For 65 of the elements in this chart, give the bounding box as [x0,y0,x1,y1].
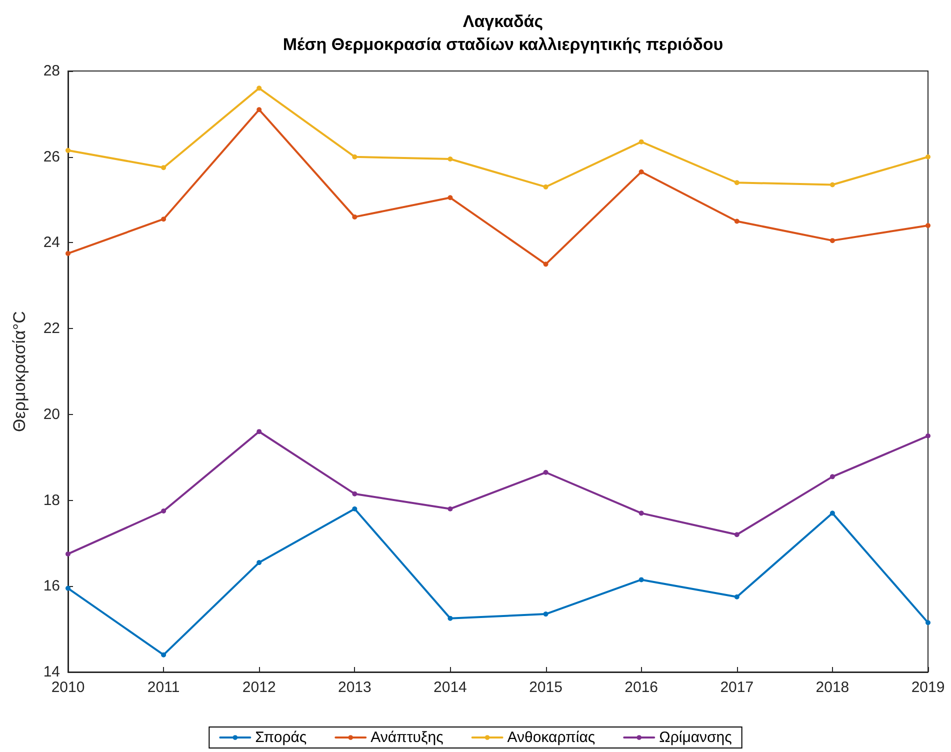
y-tick-label: 20 [43,406,60,423]
point [926,154,930,160]
point [830,182,835,188]
point [543,262,548,267]
x-tick-label: 2013 [338,679,372,696]
point [638,510,644,516]
legend-label: Ανάπτυξης [370,729,444,746]
x-tick-label: 2011 [147,679,180,696]
point [161,508,166,514]
point [161,216,166,222]
x-tick-label: 2018 [816,679,850,696]
legend-label: Σποράς [255,729,307,746]
x-tick-label: 2016 [624,679,658,696]
point [926,433,930,438]
point [66,551,70,556]
point [638,169,644,174]
point [734,532,740,538]
point [830,474,835,480]
y-tick-label: 24 [43,234,60,252]
point [66,586,70,591]
point [352,506,358,512]
x-tick-label: 2017 [720,679,754,696]
point [543,470,548,475]
point [926,620,930,626]
point [734,594,740,600]
x-tick-label: 2015 [529,679,562,696]
point [161,165,166,170]
point [66,148,70,153]
point [543,184,548,190]
y-tick-label: 28 [43,62,60,80]
point [638,577,644,582]
x-tick-label: 2019 [911,679,945,696]
point [734,180,740,186]
y-tick-label: 26 [43,148,60,166]
y-tick-label: 16 [43,578,60,595]
legend-label: Ανθοκαρπίας [507,729,596,746]
y-tick-label: 18 [43,492,60,509]
point [161,652,166,658]
x-tick-label: 2012 [242,679,276,696]
y-tick-label: 22 [43,320,60,338]
point [448,195,453,200]
point [256,429,262,434]
point [926,223,930,228]
point [352,214,358,220]
chart-title: Λαγκαδάς [462,12,544,31]
point [256,560,262,566]
point [66,250,70,256]
x-tick-label: 2010 [51,679,85,696]
y-axis-title: Θερμοκρασία°C [10,311,29,432]
chart-subtitle: Μέση Θερμοκρασία σταδίων καλλιεργητικής περιόδου [282,35,724,54]
point [543,612,548,617]
legend-label: Ωρίμανσης [659,729,732,746]
point [256,86,262,91]
point [448,616,453,621]
point [352,154,358,160]
point [830,510,835,516]
point [830,238,835,244]
y-tick-label: 14 [43,664,60,680]
point [448,156,453,162]
point [352,491,358,496]
x-tick-label: 2014 [434,679,467,696]
point [734,218,740,224]
point [448,506,453,512]
point [638,139,644,144]
point [256,107,262,112]
